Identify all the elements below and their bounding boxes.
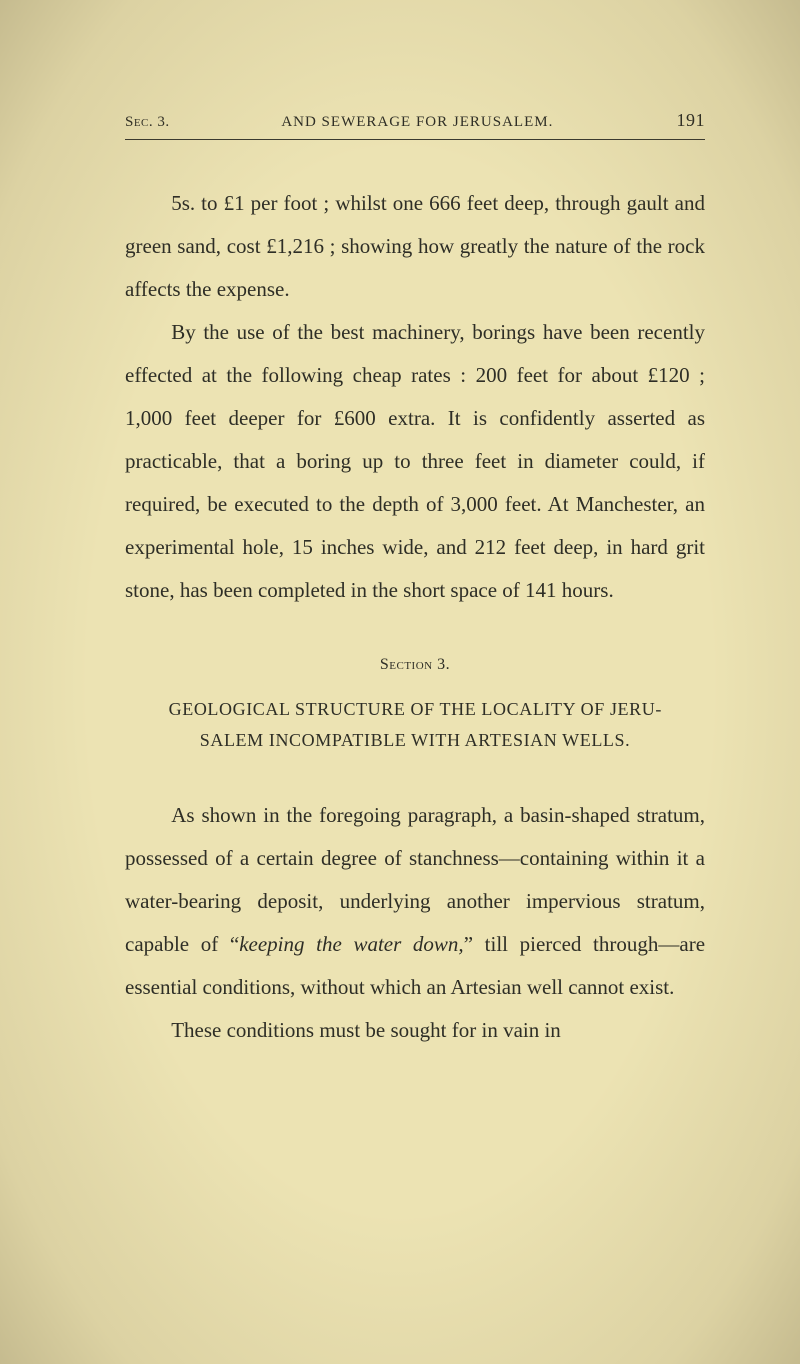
body-paragraph: These conditions must be sought for in v… — [125, 1009, 705, 1052]
body-paragraph: As shown in the foregoing paragraph, a b… — [125, 794, 705, 1009]
header-section-ref: Sec. 3. — [125, 114, 170, 131]
section-label: Section 3. — [125, 656, 705, 674]
running-head: Sec. 3. AND SEWERAGE FOR JERUSALEM. 191 — [125, 110, 705, 131]
page-number: 191 — [665, 110, 705, 131]
header-rule — [125, 139, 705, 140]
page: Sec. 3. AND SEWERAGE FOR JERUSALEM. 191 … — [0, 0, 800, 1364]
body-paragraph: 5s. to £1 per foot ; whilst one 666 feet… — [125, 182, 705, 311]
section-title: GEOLOGICAL STRUCTURE OF THE LOCALITY OF … — [143, 694, 687, 755]
header-title: AND SEWERAGE FOR JERUSALEM. — [170, 114, 665, 131]
body-paragraph: By the use of the best machinery, boring… — [125, 311, 705, 612]
italic-phrase: keeping the water down, — [239, 932, 463, 956]
